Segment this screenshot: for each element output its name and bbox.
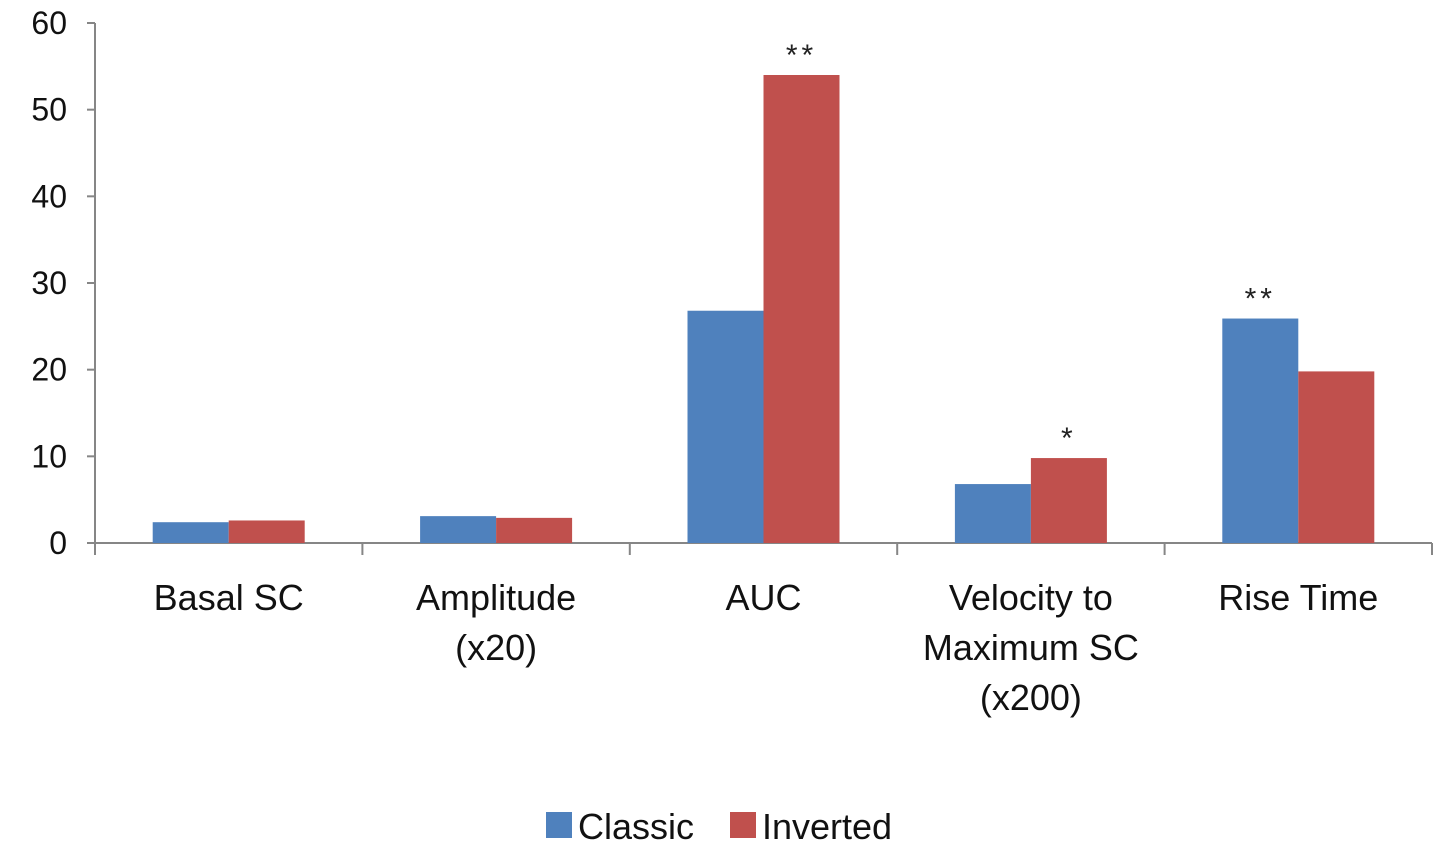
bar-inverted bbox=[1030, 458, 1107, 543]
significance-marker: ** bbox=[1245, 283, 1276, 316]
bars bbox=[152, 75, 1375, 543]
bar-classic bbox=[1222, 318, 1299, 543]
x-category-label-line: Rise Time bbox=[1218, 577, 1378, 618]
x-category-label-line: (x200) bbox=[980, 677, 1082, 718]
legend-label-classic: Classic bbox=[578, 806, 694, 841]
x-category-label: Rise Time bbox=[1218, 577, 1378, 618]
bar-classic bbox=[420, 516, 497, 543]
bar-inverted bbox=[228, 520, 305, 543]
bar-inverted bbox=[496, 517, 573, 543]
x-category-label-line: Basal SC bbox=[154, 577, 304, 618]
legend-swatch-classic bbox=[546, 812, 572, 838]
x-category-label-line: Amplitude bbox=[416, 577, 576, 618]
legend: Classic Inverted bbox=[546, 806, 892, 841]
x-category-label-line: AUC bbox=[725, 577, 801, 618]
legend-label-inverted: Inverted bbox=[762, 806, 892, 841]
y-tick-label: 40 bbox=[31, 178, 67, 214]
y-tick-label: 30 bbox=[31, 265, 67, 301]
significance-marker: ** bbox=[786, 39, 817, 72]
x-category-label-line: Maximum SC bbox=[923, 627, 1139, 668]
y-axis: 0 10 20 30 40 50 60 bbox=[31, 5, 96, 561]
y-tick-label: 60 bbox=[31, 5, 67, 41]
x-category-label: Velocity to Maximum SC (x200) bbox=[923, 577, 1139, 718]
bar-classic bbox=[152, 522, 229, 543]
bar-classic bbox=[687, 310, 764, 543]
x-category-label: Amplitude (x20) bbox=[416, 577, 576, 668]
x-category-label-line: Velocity to bbox=[949, 577, 1113, 618]
y-tick-label: 10 bbox=[31, 438, 67, 474]
y-tick-label: 50 bbox=[31, 92, 67, 128]
bar-inverted bbox=[763, 75, 840, 543]
legend-swatch-inverted bbox=[730, 812, 756, 838]
bar-inverted bbox=[1298, 371, 1375, 543]
x-category-label: AUC bbox=[725, 577, 801, 618]
significance-annotations: ***** bbox=[786, 39, 1276, 455]
bar-classic bbox=[954, 484, 1031, 543]
y-tick-label: 20 bbox=[31, 352, 67, 388]
significance-marker: * bbox=[1061, 422, 1077, 455]
x-axis: Basal SC Amplitude (x20) AUC Velocity to Maxi… bbox=[94, 542, 1433, 718]
y-tick-label: 0 bbox=[49, 525, 67, 561]
x-category-label-line: (x20) bbox=[455, 627, 537, 668]
x-category-label: Basal SC bbox=[154, 577, 304, 618]
